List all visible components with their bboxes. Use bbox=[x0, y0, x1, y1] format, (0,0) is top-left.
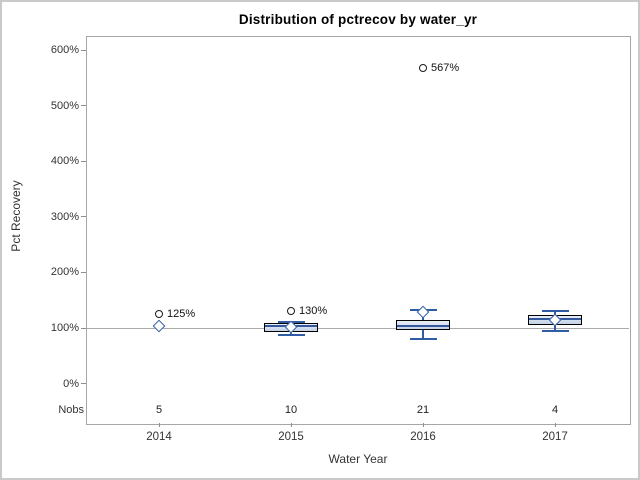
outlier-point bbox=[419, 64, 427, 73]
reference-line-100pct bbox=[87, 327, 629, 329]
y-axis-tick-label: 100% bbox=[50, 322, 79, 335]
outlier-point bbox=[155, 310, 163, 319]
x-axis-tick bbox=[291, 423, 292, 427]
outlier-value-label: 125% bbox=[167, 308, 196, 321]
x-axis-tick-label: 2015 bbox=[278, 431, 304, 443]
x-axis-tick-label: 2016 bbox=[410, 431, 436, 443]
y-axis-tick bbox=[81, 49, 86, 51]
y-axis-tick bbox=[81, 105, 86, 107]
nobs-value: 4 bbox=[551, 404, 559, 416]
y-axis-tick bbox=[81, 160, 86, 162]
x-axis-tick bbox=[423, 423, 424, 427]
x-axis-tick-label: 2014 bbox=[146, 431, 172, 443]
upper-whisker-cap bbox=[541, 309, 569, 312]
mean-diamond-marker bbox=[152, 319, 166, 333]
iqr-box bbox=[396, 320, 450, 331]
y-axis-tick bbox=[81, 383, 86, 385]
lower-whisker bbox=[290, 331, 292, 336]
lower-whisker-cap bbox=[277, 334, 305, 337]
y-axis-tick-label: 300% bbox=[50, 210, 79, 223]
nobs-row-label: Nobs bbox=[58, 404, 84, 416]
y-axis-tick bbox=[81, 271, 86, 273]
plot-area-frame bbox=[86, 36, 631, 425]
outlier-point bbox=[287, 307, 295, 316]
nobs-value: 5 bbox=[155, 404, 163, 416]
mean-diamond-marker bbox=[416, 305, 430, 319]
y-axis-tick-label: 500% bbox=[50, 99, 79, 112]
nobs-value: 10 bbox=[284, 404, 298, 416]
upper-whisker bbox=[554, 310, 556, 316]
lower-whisker-cap bbox=[541, 329, 569, 332]
lower-whisker bbox=[422, 330, 424, 339]
chart-title: Distribution of pctrecov by water_yr bbox=[238, 12, 478, 27]
x-axis-label: Water Year bbox=[328, 452, 388, 466]
y-axis-tick bbox=[81, 216, 86, 218]
x-axis-tick-label: 2017 bbox=[542, 431, 568, 443]
outlier-value-label: 567% bbox=[431, 62, 460, 75]
y-axis-tick-label: 600% bbox=[50, 44, 79, 57]
y-axis-tick-label: 0% bbox=[63, 377, 79, 390]
outlier-value-label: 130% bbox=[299, 305, 328, 318]
median-line bbox=[397, 325, 449, 328]
lower-whisker bbox=[554, 325, 556, 331]
y-axis-tick bbox=[81, 327, 86, 329]
nobs-value: 21 bbox=[416, 404, 430, 416]
x-axis-tick bbox=[555, 423, 556, 427]
y-axis-tick-label: 200% bbox=[50, 266, 79, 279]
x-axis-tick bbox=[159, 423, 160, 427]
y-axis-tick-label: 400% bbox=[50, 155, 79, 168]
lower-whisker-cap bbox=[409, 337, 437, 340]
